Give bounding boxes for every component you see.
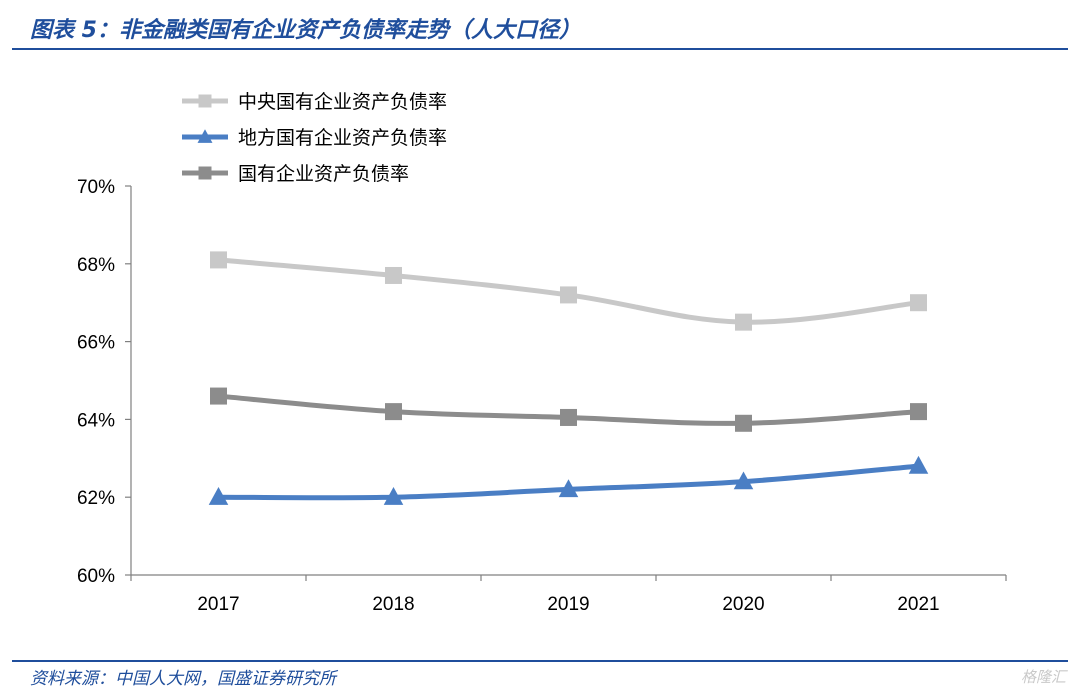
x-tick-label: 2020 [722,594,764,615]
legend-label: 国有企业资产负债率 [238,163,409,185]
legend-label: 地方国有企业资产负债率 [238,127,447,149]
legend-marker [198,94,212,108]
series-2 [210,387,927,432]
y-tick-label: 68% [77,255,115,276]
x-tick-label: 2017 [197,594,239,615]
data-point [210,251,227,269]
chart-series [208,251,929,505]
y-tick-label: 66% [77,333,115,354]
data-point [558,479,579,498]
source-note: 资料来源：中国人大网，国盛证券研究所 [30,669,336,689]
series-0 [210,251,927,331]
legend-item-1: 地方国有企业资产负债率 [182,127,447,149]
x-tick-label: 2018 [372,594,414,615]
data-point [560,408,577,426]
x-tick-label: 2021 [897,594,939,615]
figure-title: 图表 5：非金融类国有企业资产负债率走势（人大口径） [30,18,581,43]
data-point [208,487,229,505]
y-tick-label: 62% [77,488,115,509]
data-point [383,487,404,505]
legend-label: 中央国有企业资产负债率 [238,91,447,113]
legend-marker [198,166,212,180]
data-point [385,403,402,421]
data-point [385,266,402,284]
legend-marker [197,129,213,143]
y-tick-label: 70% [77,177,115,198]
legend-item-0: 中央国有企业资产负债率 [182,91,447,113]
y-tick-label: 60% [77,566,115,587]
y-tick-label: 64% [77,410,115,431]
series-1 [208,455,929,505]
x-tick-label: 2019 [547,594,589,615]
data-point [733,471,754,490]
x-tick-labels: 2017 2018 2019 2020 2021 [197,594,939,615]
data-point [910,294,927,312]
y-tick-labels: 60% 62% 64% 66% 68% 70% [77,177,115,587]
data-point [560,286,577,304]
data-point [735,414,752,432]
data-point [910,403,927,421]
watermark-logo: 格隆汇 [1020,668,1066,686]
footer-rule [12,660,1068,662]
data-point [735,313,752,331]
title-rule [12,48,1068,50]
legend-item-2: 国有企业资产负债率 [182,163,409,185]
chart-axes [125,185,1007,581]
data-point [210,387,227,405]
data-point [908,455,929,474]
